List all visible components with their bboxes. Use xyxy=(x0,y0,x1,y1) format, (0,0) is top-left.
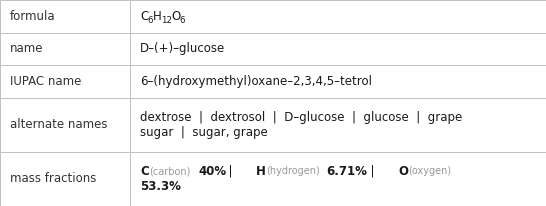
Text: |: | xyxy=(363,165,382,178)
Text: name: name xyxy=(10,42,44,55)
Text: (oxygen): (oxygen) xyxy=(408,166,451,176)
Text: 12: 12 xyxy=(161,16,171,25)
Text: (carbon): (carbon) xyxy=(150,166,191,176)
Text: O: O xyxy=(172,10,181,23)
Text: O: O xyxy=(399,165,408,178)
Text: |: | xyxy=(221,165,240,178)
Text: IUPAC name: IUPAC name xyxy=(10,75,81,88)
Text: dextrose  |  dextrosol  |  D–glucose  |  glucose  |  grape: dextrose | dextrosol | D–glucose | gluco… xyxy=(140,111,462,124)
Text: D–(+)–glucose: D–(+)–glucose xyxy=(140,42,225,55)
Text: C: C xyxy=(140,165,149,178)
Text: C: C xyxy=(140,10,148,23)
Text: formula: formula xyxy=(10,10,56,23)
Text: sugar  |  sugar, grape: sugar | sugar, grape xyxy=(140,126,268,139)
Text: alternate names: alternate names xyxy=(10,118,108,131)
Text: 40%: 40% xyxy=(199,165,227,178)
Text: H: H xyxy=(256,165,266,178)
Text: 53.3%: 53.3% xyxy=(140,180,181,193)
Text: 6: 6 xyxy=(147,16,153,25)
Text: (hydrogen): (hydrogen) xyxy=(266,166,319,176)
Text: 6.71%: 6.71% xyxy=(327,165,367,178)
Text: 6–(hydroxymethyl)oxane–2,3,4,5–tetrol: 6–(hydroxymethyl)oxane–2,3,4,5–tetrol xyxy=(140,75,372,88)
Text: 6: 6 xyxy=(180,16,185,25)
Text: H: H xyxy=(153,10,162,23)
Text: mass fractions: mass fractions xyxy=(10,172,97,185)
